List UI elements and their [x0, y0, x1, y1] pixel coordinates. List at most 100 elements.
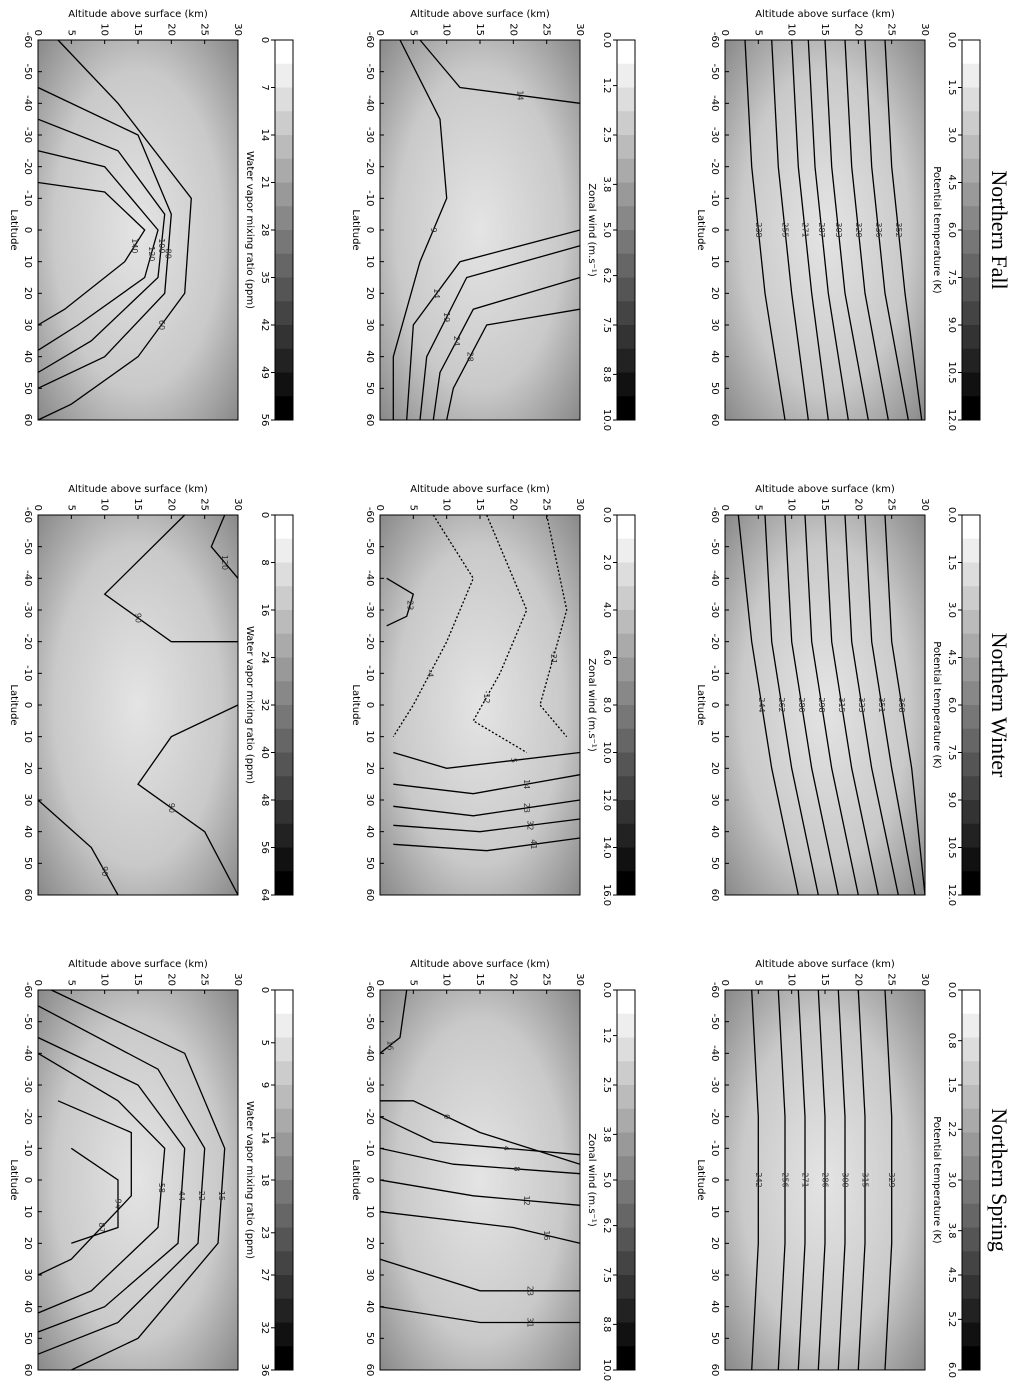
colorbar-tick-label: 5.0 [601, 1172, 612, 1188]
x-tick-label: 50 [22, 382, 33, 395]
contour-line [379, 1211, 581, 1244]
y-tick-label: 10 [441, 23, 452, 36]
contour-label: 22 [197, 1191, 206, 1201]
x-tick-label: -50 [709, 63, 720, 79]
colorbar-step [617, 1203, 635, 1228]
contour-line [379, 1147, 581, 1175]
colorbar-tick-label: 3.8 [601, 1126, 612, 1142]
colorbar-step [962, 776, 980, 801]
y-tick-label: 10 [99, 23, 110, 36]
y-tick-label: 25 [199, 23, 210, 36]
colorbar-step [275, 253, 293, 278]
y-tick-label: 0 [32, 505, 43, 511]
x-tick-label: 40 [709, 350, 720, 363]
colorbar-step [962, 728, 980, 753]
contour-label: 41 [529, 839, 538, 849]
colorbar-step [962, 1156, 980, 1181]
colorbar-tick-label: 3.8 [946, 1223, 957, 1239]
x-axis-label: Latitude [695, 1159, 706, 1200]
x-tick-label: -50 [709, 538, 720, 554]
colorbar-step [962, 230, 980, 255]
colorbar-step [275, 1275, 293, 1300]
colorbar-tick-label: 49 [259, 366, 270, 379]
contour-label: 14 [432, 288, 441, 298]
contour-line [379, 1258, 580, 1292]
x-tick-label: -10 [364, 665, 375, 681]
contour-line [70, 1147, 119, 1244]
x-tick-label: 60 [709, 1364, 720, 1377]
x-tick-label: 30 [22, 319, 33, 332]
colorbar-step [617, 135, 635, 160]
x-tick-label: -40 [22, 1045, 33, 1061]
contour-line [37, 118, 166, 374]
x-tick-label: 50 [22, 857, 33, 870]
colorbar-step [962, 277, 980, 302]
contour-label: 16 [542, 1230, 551, 1240]
contour-line [379, 1116, 581, 1156]
y-tick-label: 0 [719, 505, 730, 511]
field-shading [380, 515, 580, 895]
colorbar-step [275, 586, 293, 611]
contour-label: 244 [757, 697, 766, 712]
colorbar-step [617, 348, 635, 373]
y-tick-label: 10 [786, 23, 797, 36]
contour-label: 5 [509, 758, 518, 763]
y-tick-label: 15 [819, 973, 830, 986]
x-tick-label: 20 [364, 762, 375, 775]
contour-line [380, 1100, 581, 1165]
contour-label: 303 [834, 222, 843, 237]
x-axis-label: Latitude [695, 209, 706, 250]
colorbar-step [275, 1132, 293, 1157]
colorbar-step [275, 1322, 293, 1347]
x-tick-label: -50 [709, 1013, 720, 1029]
colorbar-tick-label: 48 [259, 794, 270, 807]
contour-line [392, 39, 448, 420]
y-tick-label: 30 [574, 23, 585, 36]
colorbar-tick-label: 56 [259, 841, 270, 854]
contour-label: -4 [426, 669, 435, 677]
y-tick-label: 5 [65, 980, 76, 986]
contour-line [432, 276, 581, 421]
y-tick-label: 20 [507, 498, 518, 511]
colorbar-step [275, 800, 293, 825]
x-tick-label: 30 [709, 1269, 720, 1282]
colorbar-step [617, 776, 635, 801]
contour-label: 286 [821, 1172, 830, 1187]
x-tick-label: -10 [22, 1140, 33, 1156]
colorbar-tick-label: 6.2 [601, 268, 612, 284]
colorbar-tick-label: 6.0 [946, 697, 957, 713]
colorbar-step [962, 657, 980, 682]
x-tick-label: 20 [709, 1237, 720, 1250]
colorbar-step [962, 372, 980, 397]
colorbar-tick-label: 3.0 [946, 602, 957, 618]
x-tick-label: -30 [364, 1077, 375, 1093]
colorbar-step [617, 990, 635, 1015]
colorbar-step [617, 253, 635, 278]
contour-line [37, 181, 146, 326]
x-tick-label: 30 [22, 794, 33, 807]
x-tick-label: 20 [709, 762, 720, 775]
x-tick-label: 60 [22, 1364, 33, 1377]
y-tick-label: 15 [474, 973, 485, 986]
colorbar-tick-label: 32 [259, 1321, 270, 1334]
x-tick-label: 50 [709, 1332, 720, 1345]
colorbar-step [275, 372, 293, 397]
colorbar-step [275, 111, 293, 136]
y-axis-label: Altitude above surface (km) [410, 484, 550, 495]
x-axis-label: Latitude [8, 684, 19, 725]
field-shading [38, 515, 238, 895]
colorbar-step [275, 1037, 293, 1062]
y-tick-label: 5 [752, 980, 763, 986]
colorbar-step [617, 301, 635, 326]
contour-line [37, 1005, 206, 1355]
contour-label: 100 [157, 238, 166, 253]
colorbar-tick-label: 8.0 [601, 697, 612, 713]
contour-line [844, 514, 899, 896]
contour-label: 120 [220, 555, 229, 570]
colorbar-tick-label: 8.8 [601, 366, 612, 382]
x-tick-label: 20 [364, 287, 375, 300]
x-tick-label: 40 [364, 350, 375, 363]
contour-label: 23 [526, 1286, 535, 1296]
colorbar-step [275, 1203, 293, 1228]
colorbar-step [962, 1298, 980, 1323]
